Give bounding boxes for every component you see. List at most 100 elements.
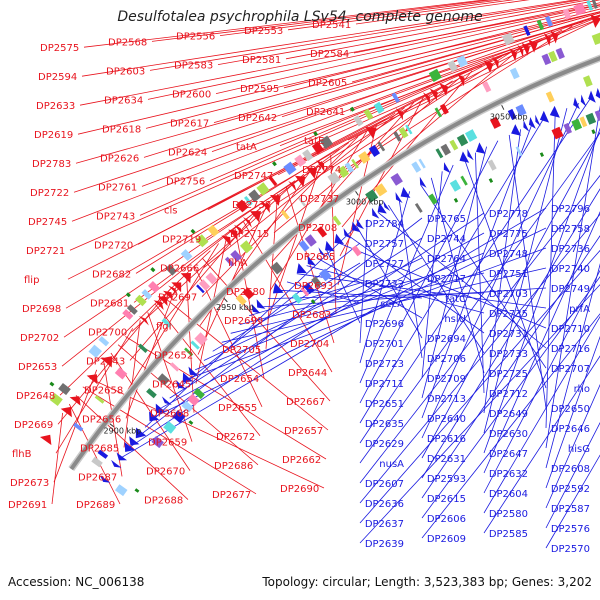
leader-line (287, 0, 515, 31)
forward-gene-label: DP2705 (222, 345, 261, 356)
reverse-cds-track-arrow (511, 124, 521, 136)
leader-line (421, 276, 600, 519)
cog-track-forward-block (591, 32, 600, 45)
cog-track-reverse-block (146, 388, 157, 399)
reverse-gene-label: DP2711 (365, 379, 404, 390)
forward-cds-track-arrow (233, 224, 243, 236)
cog-track-reverse-block (235, 294, 247, 306)
cog-track-outer-block (311, 141, 324, 155)
forward-cds-track-arrow (101, 356, 113, 368)
cog-track-forward-block (393, 131, 402, 142)
reverse-cds-track-arrow (124, 442, 135, 452)
forward-gene-label: DP2668 (150, 409, 189, 420)
forward-gene-label: flhA (228, 258, 248, 269)
reverse-gene-label: DP2748 (489, 249, 528, 260)
cog-track-forward-block (405, 124, 413, 135)
cog-track-forward-block (94, 395, 105, 404)
forward-gene-label: DP2653 (18, 362, 57, 373)
leader-line (483, 315, 600, 514)
reverse-gene-label: DP2635 (365, 419, 404, 430)
leader-line (483, 211, 600, 474)
cog-track-forward-block (377, 141, 386, 152)
cog-track-forward-block (240, 240, 253, 254)
leader-line (545, 263, 600, 469)
forward-cds-track-arrow (157, 296, 168, 306)
forward-cds-track-arrow (261, 202, 270, 213)
leader-line (215, 6, 600, 94)
leader-line (153, 227, 547, 418)
leader-line (207, 55, 502, 210)
forward-cds-track-arrow (138, 316, 149, 326)
leader-line (83, 0, 488, 48)
ruler-label: 2900 kbp (104, 427, 142, 436)
cog-track-outer-block (135, 294, 147, 307)
forward-cds-track-arrow (550, 30, 559, 44)
cog-track-reverse-block (97, 449, 109, 459)
forward-cds-track-arrow (544, 33, 551, 47)
cog-track-outer-block (562, 8, 572, 20)
cog-track-reverse-block (298, 240, 310, 252)
reverse-gene-label: hslU (444, 314, 466, 325)
forward-gene-label: DP2584 (310, 49, 349, 60)
cog-track-outer-block (373, 101, 385, 114)
reverse-gene-label: nusA (379, 459, 404, 470)
leader-line (359, 132, 600, 464)
forward-cds-track-arrow (517, 44, 524, 58)
forward-gene-label: DP2745 (28, 217, 67, 228)
rna-mark (134, 488, 140, 493)
cog-track-inner-block (487, 159, 497, 171)
cog-track-inner-block (193, 387, 205, 400)
forward-gene-label: DP2715 (230, 229, 269, 240)
forward-gene-label: DP2648 (16, 391, 55, 402)
cog-track-forward-block (351, 158, 359, 169)
reverse-cds-track-arrow (343, 228, 352, 239)
leader-line (545, 384, 600, 509)
reverse-gene-label: DP2587 (551, 504, 590, 515)
leader-line (81, 0, 577, 77)
rna-mark (539, 152, 544, 157)
cog-track-outer-block (207, 224, 220, 237)
forward-cds-track-arrow (228, 229, 238, 241)
reverse-gene-label: DP2580 (489, 509, 528, 520)
reverse-gene-label: DP2749 (551, 284, 590, 295)
reverse-gene-label: DP2616 (427, 434, 466, 445)
cog-track-inner-block (115, 484, 128, 497)
forward-cds-track-arrow (168, 285, 178, 296)
forward-cds-track-arrow (171, 282, 182, 293)
forward-gene-label: DP2680 (226, 287, 265, 298)
reverse-gene-label: DP2736 (551, 244, 590, 255)
forward-gene-label: DP2568 (108, 37, 147, 48)
cog-track-outer-block (88, 344, 102, 358)
cog-track-outer-block (573, 2, 586, 16)
forward-cds-track-arrow (40, 434, 52, 446)
forward-cds-track-arrow (306, 167, 318, 179)
reverse-cds-track-arrow (182, 372, 193, 383)
forward-cds-track-arrow (288, 180, 297, 192)
leader-line (161, 232, 485, 409)
reverse-gene-label: DP2615 (427, 494, 466, 505)
cog-track-reverse-block (316, 226, 328, 238)
leader-line (475, 152, 485, 394)
cog-track-reverse-block (465, 129, 478, 142)
cog-track-forward-block (224, 256, 235, 267)
cog-track-outer-block (58, 383, 71, 396)
cog-track-reverse-block (435, 148, 444, 159)
leader-line (149, 0, 583, 71)
forward-gene-label: DP2738 (232, 200, 271, 211)
forward-cds-track-arrow (221, 235, 231, 246)
forward-gene-label: DP2685 (80, 443, 119, 454)
cog-track-forward-block (205, 272, 218, 285)
cog-track-forward-block (73, 422, 84, 432)
leader-line (121, 207, 547, 458)
cog-track-outer-block (122, 309, 134, 320)
cog-track-outer-block (165, 264, 177, 276)
reverse-gene-label: DP2775 (489, 229, 528, 240)
cog-track-inner-block (300, 287, 310, 297)
reverse-cds-track-arrow (395, 192, 403, 203)
cog-track-inner-block (303, 282, 315, 294)
forward-cds-track-arrow (153, 300, 164, 310)
forward-gene-label: DP2722 (30, 188, 69, 199)
cog-track-outer-block (502, 32, 515, 46)
cog-track-reverse-block (304, 234, 317, 247)
cog-track-inner-block (291, 292, 303, 304)
